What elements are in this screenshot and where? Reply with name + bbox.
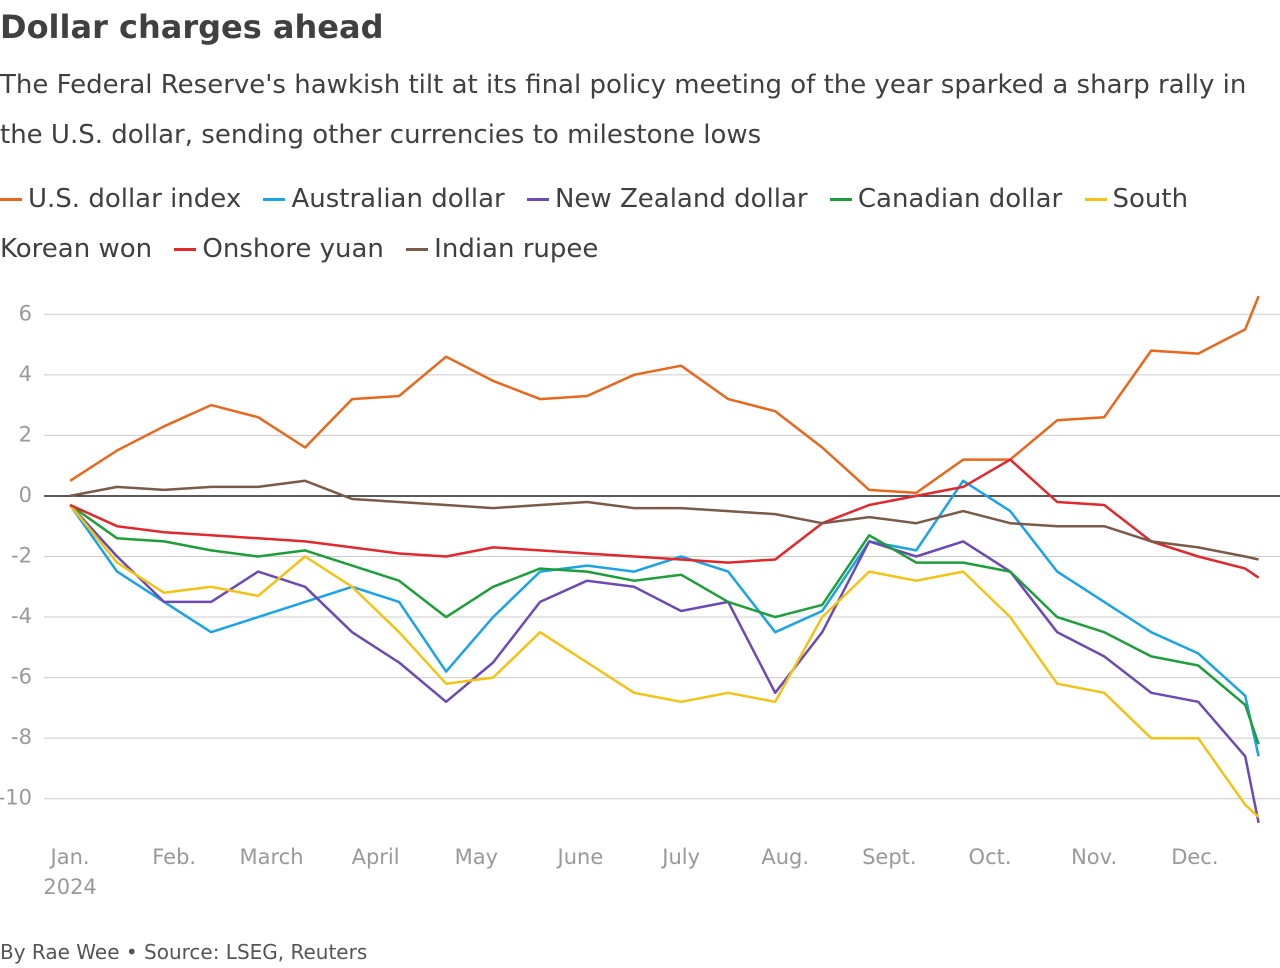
y-tick-label: 6 xyxy=(19,301,32,325)
x-tick-label: June xyxy=(556,845,604,869)
y-tick-label: 4 xyxy=(19,362,32,386)
footer: By Rae Wee • Source: LSEG, Reuters xyxy=(0,940,368,964)
x-tick-label: April xyxy=(352,845,400,869)
legend-entry: Canadian dollar xyxy=(829,184,1063,214)
y-tick-label: -2 xyxy=(11,544,32,568)
legend-label: U.S. dollar index xyxy=(28,184,242,214)
legend-label: South Korean won xyxy=(0,184,1189,264)
chart: 6 4 2 0 -2 -4 -6 -8 -10 Jan. Feb. March April May June… xyxy=(0,295,1280,899)
series-line xyxy=(69,504,1260,824)
y-tick-label: -10 xyxy=(0,786,32,810)
x-tick-label: March xyxy=(240,845,304,869)
legend-label: Indian rupee xyxy=(434,234,599,264)
legend-entry: Indian rupee xyxy=(406,234,598,264)
x-tick-label: July xyxy=(660,845,700,869)
legend-entry: Australian dollar xyxy=(263,184,505,214)
x-year-label: 2024 xyxy=(43,875,96,899)
legend-entry: U.S. dollar index xyxy=(0,184,241,214)
legend-label: Canadian dollar xyxy=(857,184,1063,214)
legend-entry: South Korean won xyxy=(0,184,1188,264)
series-line xyxy=(69,295,1260,495)
x-tick-label: Jan. xyxy=(49,845,90,869)
legend-swatch xyxy=(526,198,549,201)
series-line xyxy=(69,479,1260,757)
x-tick-label: May xyxy=(455,845,498,869)
x-tick-label: Aug. xyxy=(761,845,809,869)
series-line xyxy=(69,479,1259,561)
x-tick-label: Sept. xyxy=(862,845,917,869)
x-tick-label: Nov. xyxy=(1071,845,1117,869)
legend-label: New Zealand dollar xyxy=(554,184,808,214)
series-line xyxy=(69,503,1260,745)
y-tick-label: 2 xyxy=(19,422,32,446)
x-tick-label: Dec. xyxy=(1171,845,1218,869)
legend-swatch xyxy=(406,248,429,251)
legend-label: Australian dollar xyxy=(291,184,505,214)
legend-entry: New Zealand dollar xyxy=(526,184,808,214)
legend-swatch xyxy=(1084,198,1107,201)
legend-entry: Onshore yuan xyxy=(174,234,384,264)
chart-title: Dollar charges ahead xyxy=(0,8,384,46)
y-tick-label: 0 xyxy=(19,483,32,507)
legend-label: Onshore yuan xyxy=(202,234,384,264)
series-line xyxy=(69,458,1260,579)
y-tick-label: -4 xyxy=(11,604,32,628)
x-tick-label: Oct. xyxy=(969,845,1012,869)
series-line xyxy=(69,504,1260,818)
legend-swatch xyxy=(0,198,22,201)
legend-swatch xyxy=(263,198,286,201)
x-tick-label: Feb. xyxy=(152,845,196,869)
chart-subtitle: The Federal Reserve's hawkish tilt at it… xyxy=(0,70,1247,150)
legend-swatch xyxy=(829,198,852,201)
legend: U.S. dollar index Australian dollar New … xyxy=(0,174,1270,274)
y-tick-label: -6 xyxy=(11,665,32,689)
legend-swatch xyxy=(174,248,197,251)
y-tick-label: -8 xyxy=(11,725,32,749)
